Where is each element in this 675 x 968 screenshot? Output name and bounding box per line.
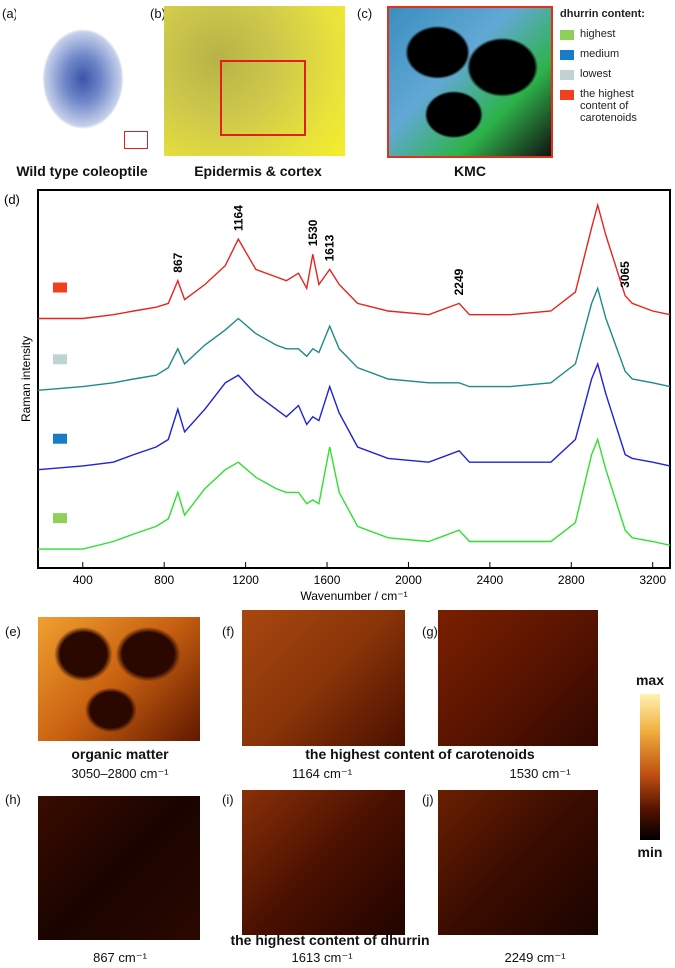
peak-label: 3065 <box>618 261 632 288</box>
caption: KMC <box>454 163 486 179</box>
caption: Wild type coleoptile <box>16 163 148 179</box>
spectrum-line <box>38 202 671 320</box>
peak-label: 1530 <box>306 219 320 246</box>
panel-label: (i) <box>222 792 234 807</box>
panel-label: (b) <box>150 6 166 21</box>
peak-label: 1613 <box>323 234 337 261</box>
x-tick-label: 2800 <box>558 573 585 587</box>
panel-label: (g) <box>422 624 438 639</box>
caption: 1613 cm⁻¹ <box>291 950 353 965</box>
raman-map <box>242 790 405 935</box>
legend-item: lowest <box>560 68 672 80</box>
caption: Epidermis & cortex <box>194 163 322 179</box>
series-swatch <box>53 282 67 293</box>
raman-map <box>438 790 598 935</box>
colorbar-label: min <box>637 844 663 860</box>
panel-label: (a) <box>2 6 18 21</box>
legend-item: the highest content of carotenoids <box>560 88 672 124</box>
raman-map <box>242 610 405 746</box>
legend-item: highest <box>560 28 672 40</box>
panel-label: (j) <box>422 792 434 807</box>
peak-label: 2249 <box>452 268 466 295</box>
raman-map <box>38 617 200 741</box>
peak-label: 1164 <box>231 205 245 231</box>
legend-title: dhurrin content: <box>560 8 645 20</box>
legend-item: medium <box>560 48 672 60</box>
x-tick-label: 2400 <box>477 573 504 587</box>
x-axis-label: Wavenumber / cm⁻¹ <box>300 589 407 600</box>
caption: organic matter <box>71 746 169 762</box>
micrograph <box>16 6 150 158</box>
colorbar <box>640 694 660 840</box>
chart: (d) 400 800 1200 1600 2000 2400 2800 3200 Wavenum… <box>4 189 671 600</box>
legend-swatch <box>560 90 574 100</box>
plot-frame <box>37 189 671 569</box>
legend-text: medium <box>580 48 620 60</box>
raman-map <box>438 610 598 746</box>
legend-swatch <box>560 50 574 60</box>
kmc-map <box>387 6 553 158</box>
caption: 2249 cm⁻¹ <box>504 950 566 965</box>
legend-text: lowest <box>580 68 612 80</box>
x-tick-label: 2000 <box>395 573 422 587</box>
spectrum-line <box>38 437 671 550</box>
roi-box <box>124 131 148 149</box>
caption: 3050–2800 cm⁻¹ <box>71 766 169 781</box>
panel-label: (c) <box>357 6 373 21</box>
caption: the highest content of dhurrin <box>230 932 430 948</box>
x-tick-label: 1600 <box>314 573 341 587</box>
x-tick-label: 400 <box>73 573 93 587</box>
caption: 867 cm⁻¹ <box>93 950 147 965</box>
series-swatch <box>53 354 67 365</box>
raman-map <box>38 796 200 940</box>
x-tick-label: 3200 <box>639 573 666 587</box>
spectrum-line <box>37 361 671 471</box>
panel-label: (e) <box>5 624 21 639</box>
legend-swatch <box>560 30 574 40</box>
peak-label: 867 <box>171 252 185 272</box>
y-axis-label: Raman intensity <box>19 336 33 422</box>
legend: dhurrin content: highest medium lowest the … <box>560 8 672 132</box>
legend-swatch <box>560 70 574 80</box>
panel-label: (h) <box>5 792 21 807</box>
colorbar-label: max <box>635 672 665 688</box>
legend-text: highest <box>580 28 616 40</box>
series-swatch <box>53 433 67 444</box>
roi-box <box>220 60 306 136</box>
spectrum-line <box>37 286 671 391</box>
panel-label: (d) <box>4 192 20 207</box>
caption: the highest content of carotenoids <box>305 746 535 762</box>
x-tick-label: 1200 <box>232 573 259 587</box>
panel-label: (f) <box>222 624 235 639</box>
series-swatch <box>53 513 67 524</box>
caption: 1530 cm⁻¹ <box>509 766 571 781</box>
legend-text: the highest content of carotenoids <box>580 88 637 124</box>
micrograph <box>164 6 345 156</box>
x-tick-label: 800 <box>154 573 174 587</box>
caption: 1164 cm⁻¹ <box>291 766 353 781</box>
